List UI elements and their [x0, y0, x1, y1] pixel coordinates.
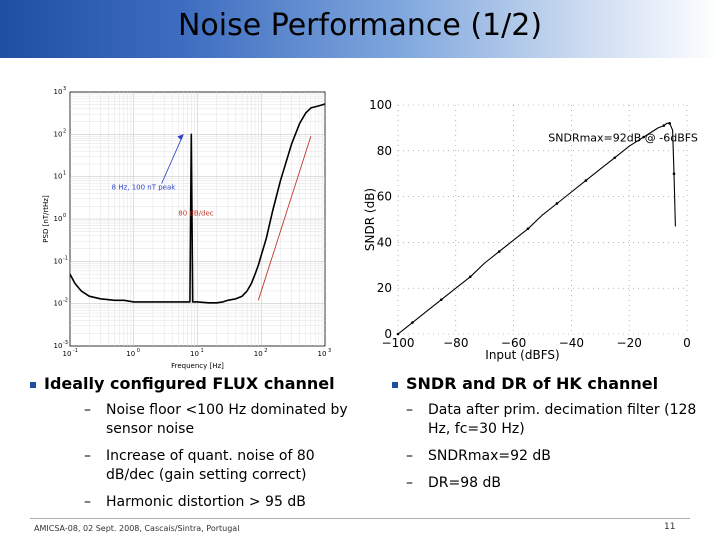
sndr-data-point — [468, 275, 472, 279]
y-tick-exponent: 0 — [63, 213, 66, 219]
x-tick-exponent: 3 — [328, 348, 331, 354]
sndr-chart: −100 −80 −60 −40 −20 0 0 20 40 60 80 100 Input (dBFS… — [363, 98, 698, 362]
footer-divider — [30, 518, 690, 519]
arrowhead-icon — [177, 134, 184, 141]
right-sub-item: – DR=98 dB — [406, 475, 501, 491]
y-tick-label: 60 — [377, 190, 392, 204]
y-tick-exponent: 1 — [63, 171, 66, 177]
right-heading-text: SNDR and DR of HK channel — [406, 374, 659, 393]
slope-reference-line — [257, 136, 312, 301]
y-tick-label: 10 — [54, 173, 63, 181]
right-text-column: SNDR and DR of HK channel – Data after pr… — [392, 374, 712, 493]
x-tick-label: −40 — [559, 336, 584, 350]
right-sub-list: – Data after prim. decimation filter (128… — [392, 401, 712, 493]
y-axis-label: SNDR (dB) — [363, 188, 377, 251]
x-tick-label: 10 — [63, 350, 72, 358]
right-sub-item: – Data after prim. decimation filter (128… — [406, 402, 697, 437]
psd-series-line — [69, 103, 326, 304]
x-tick-label: −60 — [501, 336, 526, 350]
sndr-max-annotation: SNDRmax=92dB @ -6dBFS — [548, 132, 698, 145]
y-tick-label: 100 — [369, 98, 392, 112]
x-tick-exponent: 2 — [264, 348, 267, 354]
left-sub-item: – Noise floor <100 Hz dominated by sensor… — [84, 402, 348, 437]
sndr-data-point — [613, 156, 617, 159]
peak-annotation: 8 Hz, 100 nT peak — [112, 183, 177, 191]
sndr-data-point — [440, 298, 443, 301]
x-tick-label: 10 — [254, 350, 263, 358]
x-tick-exponent: 0 — [137, 348, 140, 354]
x-tick-exponent: -1 — [73, 348, 78, 354]
slide-title: Noise Performance (1/2) — [177, 8, 543, 43]
sndr-data-point — [642, 135, 645, 139]
x-axis-label: Input (dBFS) — [485, 348, 559, 362]
sndr-data-point — [396, 332, 400, 336]
x-tick-label: −20 — [617, 336, 642, 350]
sndr-data-point — [584, 179, 588, 182]
peak-annotation-arrow-line — [161, 134, 184, 184]
y-tick-exponent: 3 — [63, 86, 66, 92]
left-heading: Ideally configured FLUX channel — [30, 374, 360, 393]
title-bar — [0, 0, 720, 58]
y-tick-label: 40 — [377, 235, 392, 249]
y-tick-label: 10 — [54, 88, 63, 96]
sndr-data-point — [526, 227, 530, 230]
slope-annotation: 80 dB/dec — [178, 210, 213, 218]
left-sub-list: – Noise floor <100 Hz dominated by sensor… — [30, 401, 360, 512]
x-tick-label: −80 — [443, 336, 468, 350]
x-axis-label: Frequency [Hz] — [171, 362, 224, 370]
right-heading: SNDR and DR of HK channel — [392, 374, 712, 393]
sndr-series-line — [397, 122, 676, 335]
y-tick-label: 10 — [54, 300, 63, 308]
y-tick-label: 10 — [54, 342, 63, 350]
y-axis-label: PSD [nT/rtHz] — [42, 195, 50, 243]
y-tick-label: 80 — [377, 144, 392, 158]
sndr-data-point — [662, 124, 666, 127]
x-tick-label: 0 — [683, 336, 691, 350]
sndr-data-point — [672, 172, 676, 175]
bullet-square — [30, 381, 36, 388]
left-heading-text: Ideally configured FLUX channel — [44, 374, 335, 393]
right-sub-item: – SNDRmax=92 dB — [406, 448, 551, 464]
y-tick-label: 10 — [54, 257, 63, 265]
page-number: 11 — [664, 522, 676, 532]
sndr-data-point — [555, 202, 559, 205]
left-sub-item: – Harmonic distortion > 95 dB — [84, 494, 306, 510]
sndr-data-point — [411, 321, 414, 324]
footer-text: AMICSA-08, 02 Sept. 2008, Cascais/Sintra… — [34, 524, 240, 533]
y-tick-exponent: -2 — [63, 298, 68, 304]
x-tick-label: 10 — [126, 350, 135, 358]
y-tick-exponent: -1 — [63, 255, 68, 261]
sndr-data-point — [668, 122, 671, 125]
x-tick-label: 10 — [190, 350, 199, 358]
y-tick-label: 10 — [54, 215, 63, 223]
y-tick-label: 0 — [384, 327, 392, 341]
y-tick-label: 10 — [54, 130, 63, 138]
left-sub-item: – Increase of quant. noise of 80 dB/dec (… — [84, 448, 315, 483]
bullet-square — [392, 381, 398, 388]
sndr-data-point — [497, 250, 501, 253]
y-tick-exponent: 2 — [63, 128, 66, 134]
y-tick-exponent: -3 — [63, 340, 68, 346]
x-tick-label: −100 — [382, 336, 415, 350]
x-tick-exponent: 1 — [201, 348, 204, 354]
psd-chart: 10 -1 10 0 10 1 10 2 10 310 -310 -210 -110 010 110 210 3… — [42, 86, 331, 370]
y-tick-label: 20 — [377, 281, 392, 295]
left-text-column: Ideally configured FLUX channel – Noise f… — [30, 374, 360, 512]
x-tick-label: 10 — [318, 350, 327, 358]
